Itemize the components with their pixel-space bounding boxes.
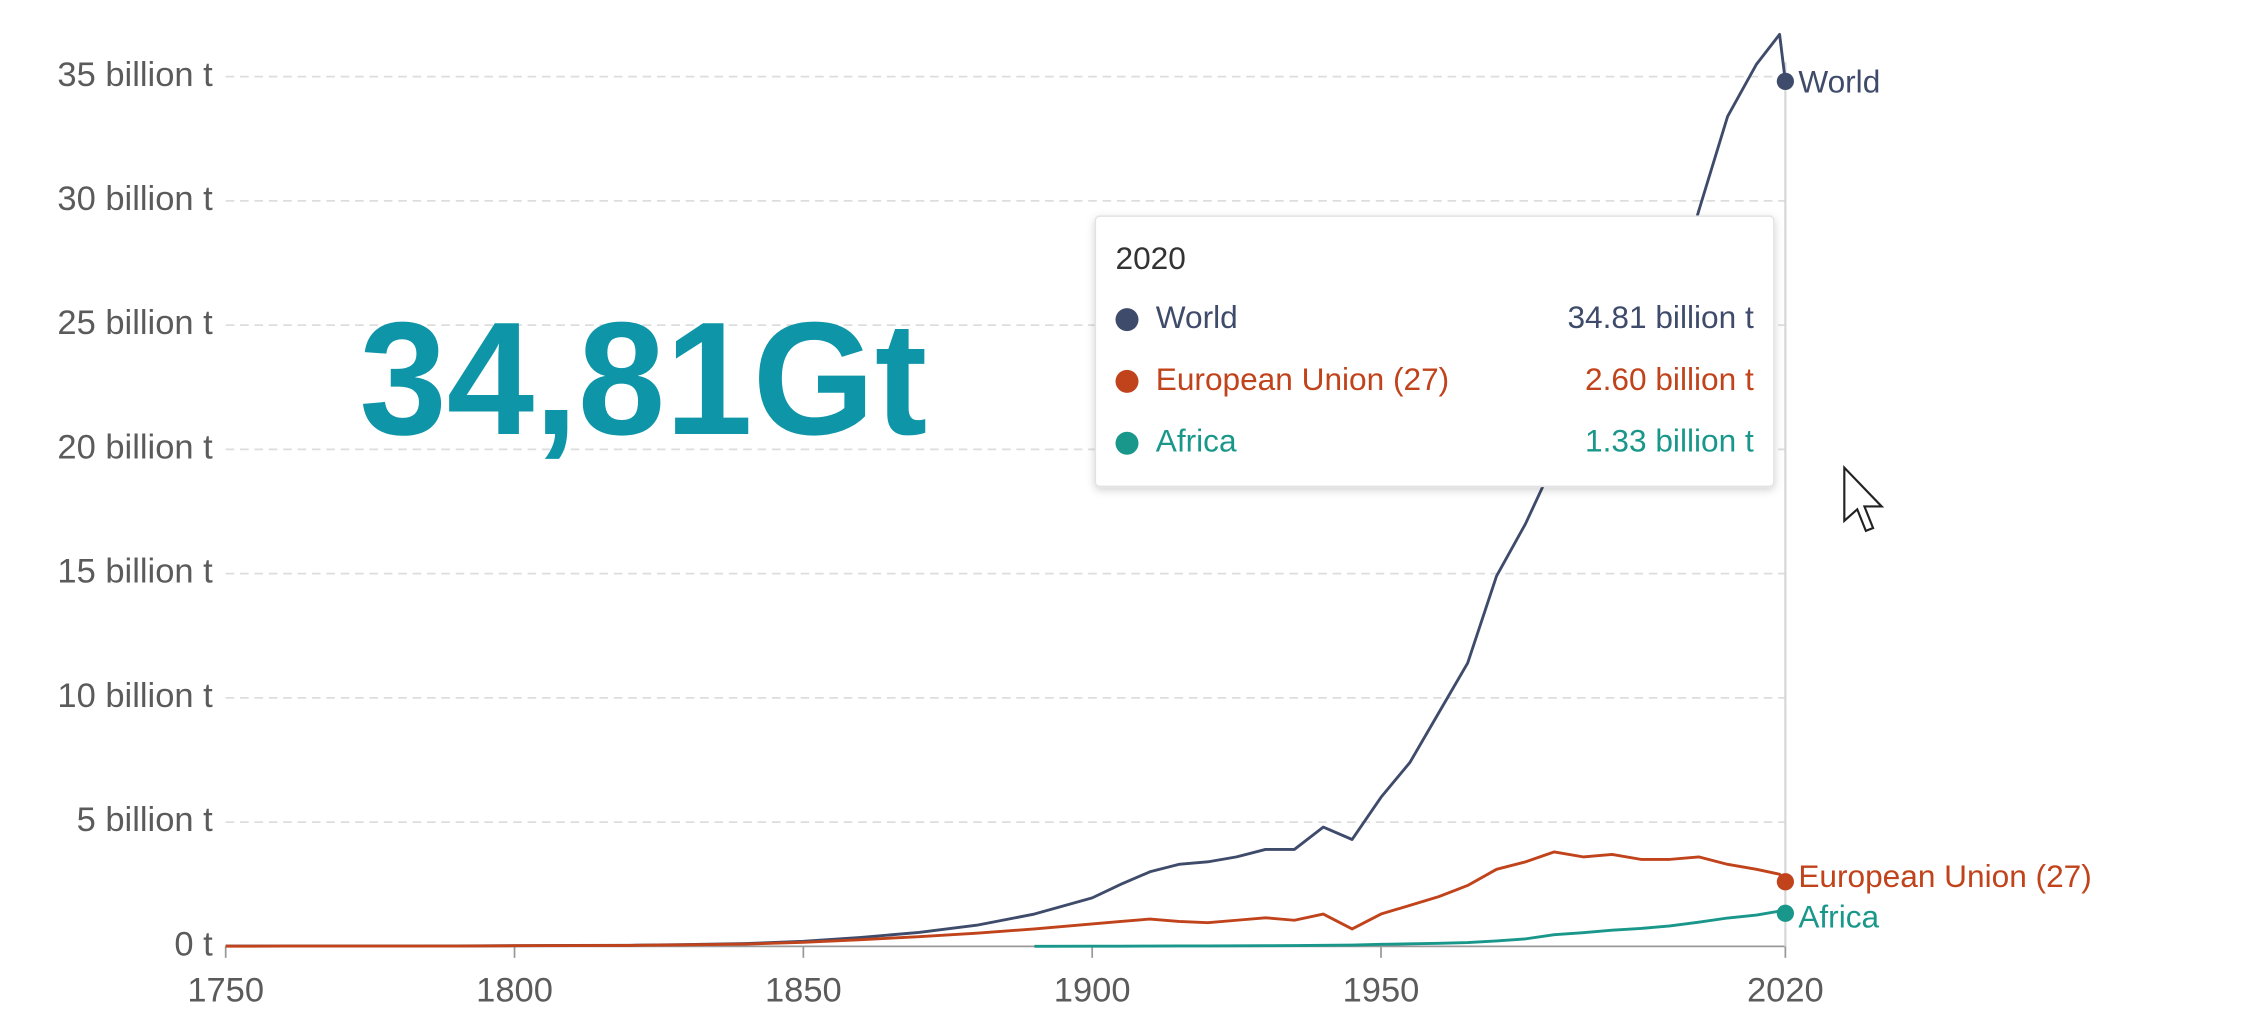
tooltip-series-name: Africa	[1156, 423, 1237, 459]
x-tick-label: 1950	[1343, 971, 1420, 1009]
x-tick-label: 1800	[476, 971, 553, 1009]
end-point	[1776, 72, 1794, 91]
y-tick-label: 25 billion t	[57, 304, 213, 342]
lines: World European Union (27) Africa	[225, 32, 2092, 948]
cursor	[1843, 464, 1885, 533]
tooltip-legend-dot	[1115, 369, 1139, 393]
tooltip-value: 34.81 billion t	[1567, 299, 1753, 335]
tooltip-title: 2020	[1116, 240, 1186, 276]
annotation: 34,81Gt	[359, 289, 927, 469]
tooltip-value: 2.60 billion t	[1585, 361, 1754, 397]
y-tick-label: 5 billion t	[77, 801, 214, 839]
y-tick-label: 10 billion t	[57, 677, 213, 715]
tooltip-legend-dot	[1115, 431, 1139, 455]
x-tick-label: 1850	[765, 971, 842, 1009]
y-tick-label: 20 billion t	[57, 428, 213, 466]
series-end-label: World	[1798, 64, 1880, 100]
x-tick-label: 1900	[1054, 971, 1131, 1009]
y-tick-label: 15 billion t	[57, 553, 213, 591]
tooltip-series-name: World	[1156, 299, 1238, 335]
end-point	[1776, 873, 1794, 891]
x-tick-label: 2020	[1747, 971, 1824, 1009]
tooltip-series-name: European Union (27)	[1156, 361, 1449, 397]
x-tick-label: 1750	[187, 971, 264, 1009]
tooltip-value: 1.33 billion t	[1585, 423, 1754, 459]
y-tick-label: 0 t	[174, 925, 213, 963]
grid	[225, 75, 1786, 823]
series-line	[1034, 909, 1786, 948]
y-tick-label: 35 billion t	[57, 56, 213, 94]
tooltip: 2020 World 34.81 billion t European Union …	[1094, 215, 1775, 488]
y-tick-label: 30 billion t	[57, 180, 213, 218]
series-line	[225, 850, 1787, 948]
tooltip-legend-dot	[1115, 308, 1139, 332]
tooltip-box	[1094, 215, 1775, 488]
series-line	[225, 32, 1787, 948]
axes: 0 t 5 billion t 10 billion t 15 billion t 20…	[57, 56, 1823, 1010]
end-point	[1776, 904, 1794, 922]
series-end-label: European Union (27)	[1798, 858, 2091, 894]
series-end-label: Africa	[1798, 898, 1879, 934]
